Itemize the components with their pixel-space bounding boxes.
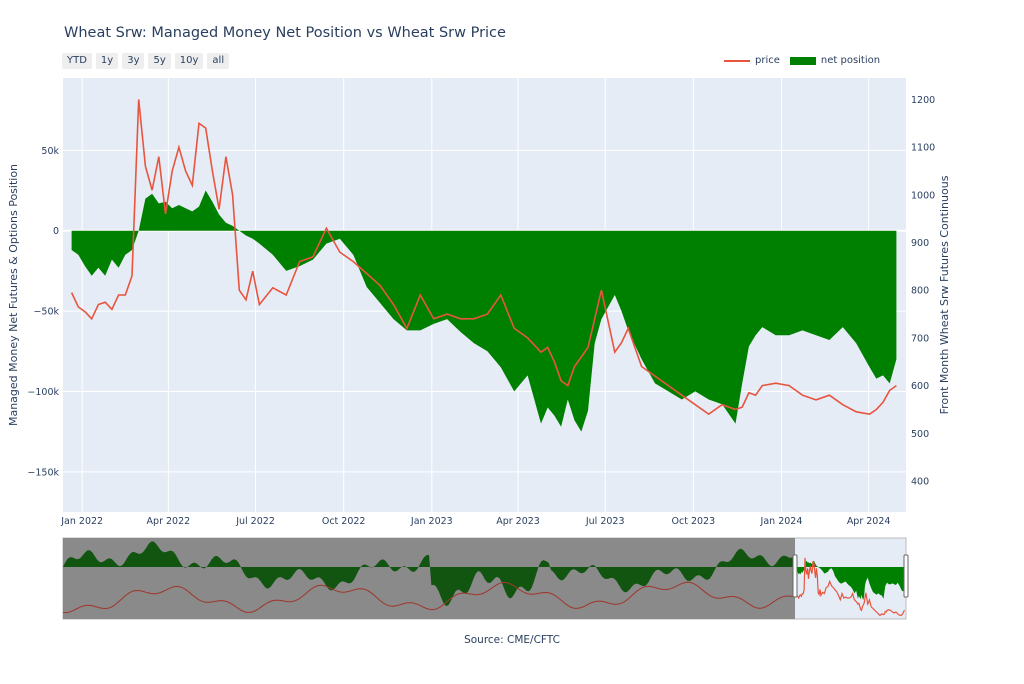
y-left-axis-title: Managed Money Net Futures & Options Posi…	[7, 164, 20, 426]
slider-handle-left[interactable]	[792, 554, 798, 598]
legend-swatch-net-position	[789, 56, 816, 65]
slider-price-line	[795, 557, 906, 617]
slider-net-position-area	[796, 560, 905, 600]
y-right-tick-label: 500	[911, 429, 929, 440]
x-tick-label: Jan 2022	[60, 516, 103, 527]
y-left-tick-label: −50k	[33, 307, 59, 318]
legend-swatch-price	[724, 59, 750, 62]
x-tick-label: Apr 2024	[847, 516, 891, 527]
legend-item-price[interactable]: price	[724, 55, 780, 66]
range-button-10y[interactable]: 10y	[174, 53, 204, 69]
price-line[interactable]	[70, 99, 897, 416]
y-right-tick-label: 400	[911, 477, 929, 488]
slider-mask	[63, 538, 795, 619]
x-tick-label: Jan 2024	[760, 516, 803, 527]
chart-title: Wheat Srw: Managed Money Net Position vs…	[64, 25, 506, 41]
y-right-tick-label: 700	[911, 333, 929, 344]
y-right-tick-label: 900	[911, 238, 929, 249]
x-tick-label: Jul 2022	[235, 516, 275, 527]
x-tick-label: Oct 2023	[672, 516, 716, 527]
legend-item-net-position[interactable]: net position	[789, 55, 881, 66]
x-tick-label: Apr 2023	[496, 516, 540, 527]
x-tick-label: Jul 2023	[585, 516, 625, 527]
x-tick-label: Oct 2022	[322, 516, 366, 527]
range-button-ytd[interactable]: YTD	[62, 53, 92, 69]
range-button-5y[interactable]: 5y	[148, 53, 171, 69]
y-left-tick-label: 0	[53, 226, 59, 237]
range-button-1y[interactable]: 1y	[95, 53, 119, 69]
main-plot-area[interactable]: Jan 2022 Apr 2022 Jul 2022 Oct 2022 Jan 2023…	[7, 78, 951, 527]
range-selector: YTD 1y 3y 5y 10y all	[62, 53, 230, 69]
legend-label-price: price	[755, 55, 780, 66]
range-button-all[interactable]: all	[207, 53, 230, 69]
slider-handle-right[interactable]	[903, 554, 909, 598]
range-slider[interactable]	[62, 537, 909, 620]
y-right-tick-label: 600	[911, 381, 929, 392]
y-right-tick-label: 800	[911, 286, 929, 297]
x-tick-label: Apr 2022	[147, 516, 191, 527]
y-right-axis-title: Front Month Wheat Srw Futures Continuous	[938, 175, 951, 414]
source-note: Source: CME/CFTC	[464, 634, 560, 646]
slider-history-area-masked	[63, 541, 795, 607]
y-left-tick-label: −150k	[27, 467, 59, 478]
slider-history-line-masked	[62, 581, 796, 614]
y-right-tick-label: 1200	[911, 95, 935, 106]
legend-label-net-position: net position	[820, 55, 881, 66]
y-left-tick-label: −100k	[27, 387, 59, 398]
y-left-tick-label: 50k	[41, 146, 59, 157]
legend: price net position	[724, 55, 890, 66]
range-button-3y[interactable]: 3y	[122, 53, 145, 69]
y-right-tick-label: 1000	[911, 190, 935, 201]
x-tick-label: Jan 2023	[410, 516, 453, 527]
net-position-area[interactable]	[71, 190, 897, 432]
y-right-tick-label: 1100	[911, 143, 935, 154]
